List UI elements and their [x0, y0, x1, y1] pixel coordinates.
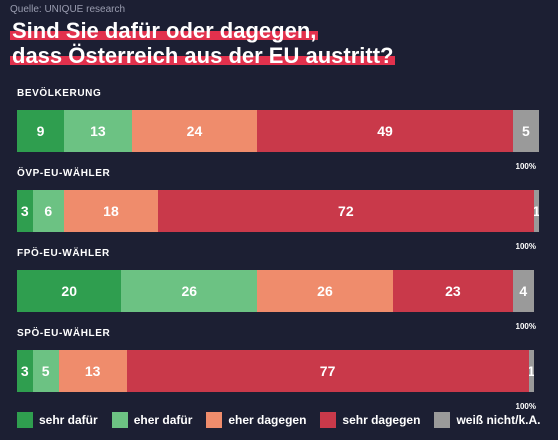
legend-swatch	[434, 412, 451, 428]
bar-row: 9 13 24 49 5	[17, 110, 539, 152]
bar-segment: 6	[32, 190, 64, 232]
legend: sehr dafür eher dafür eher dagegen sehr dag…	[17, 412, 554, 428]
legend-item: sehr dafür	[17, 412, 98, 428]
group-label: FPÖ-EU-WÄHLER	[17, 248, 110, 259]
bar-segment: 4	[512, 270, 534, 312]
legend-swatch	[111, 412, 128, 428]
bar-segment: 1	[533, 190, 539, 232]
title-line-2: dass Österreich aus der EU austritt?	[10, 43, 396, 68]
bar-segment: 18	[63, 190, 158, 232]
group-label: ÖVP-EU-WÄHLER	[17, 168, 111, 179]
bar-segment: 72	[157, 190, 534, 232]
title-line-1: Sind Sie dafür oder dagegen,	[10, 18, 319, 43]
total-label: 100%	[515, 162, 536, 171]
total-label: 100%	[515, 322, 536, 331]
legend-item: sehr dagegen	[320, 412, 420, 428]
bar-segment: 5	[512, 110, 539, 152]
legend-label: eher dafür	[133, 413, 193, 427]
total-label: 100%	[515, 242, 536, 251]
group-label: BEVÖLKERUNG	[17, 88, 102, 99]
legend-label: sehr dafür	[39, 413, 98, 427]
bar-segment: 26	[257, 270, 393, 312]
legend-label: sehr dagegen	[342, 413, 421, 427]
bar-segment: 5	[32, 350, 59, 392]
bar-segment: 23	[392, 270, 513, 312]
bar-segment: 13	[63, 110, 132, 152]
bar-segment: 77	[126, 350, 529, 392]
bar-segment: 26	[121, 270, 258, 312]
legend-item: eher dafür	[111, 412, 193, 428]
bar-segment: 20	[17, 270, 122, 312]
bar-segment: 3	[17, 350, 33, 392]
chart-title: Sind Sie dafür oder dagegen, dass Österr…	[10, 18, 396, 68]
source-note: Quelle: UNIQUE research	[10, 4, 126, 15]
bar-row: 20 26 26 23 4	[17, 270, 539, 312]
bar-segment: 1	[528, 350, 534, 392]
bar-row: 3 5 13 77 1	[17, 350, 539, 392]
bar-segment: 49	[257, 110, 513, 152]
group-label: SPÖ-EU-WÄHLER	[17, 328, 111, 339]
legend-swatch	[17, 412, 33, 428]
legend-label: weiß nicht/k.A.	[456, 413, 541, 427]
bar-segment: 3	[17, 190, 33, 232]
bar-segment: 24	[131, 110, 258, 152]
bar-row: 3 6 18 72 1	[17, 190, 539, 232]
legend-swatch	[206, 412, 223, 428]
bar-segment: 13	[58, 350, 127, 392]
bar-segment: 9	[17, 110, 64, 152]
legend-label: eher dagegen	[228, 413, 307, 427]
legend-item: eher dagegen	[206, 412, 306, 428]
legend-swatch	[320, 412, 337, 428]
legend-item: weiß nicht/k.A.	[434, 412, 540, 428]
total-label: 100%	[515, 402, 536, 411]
